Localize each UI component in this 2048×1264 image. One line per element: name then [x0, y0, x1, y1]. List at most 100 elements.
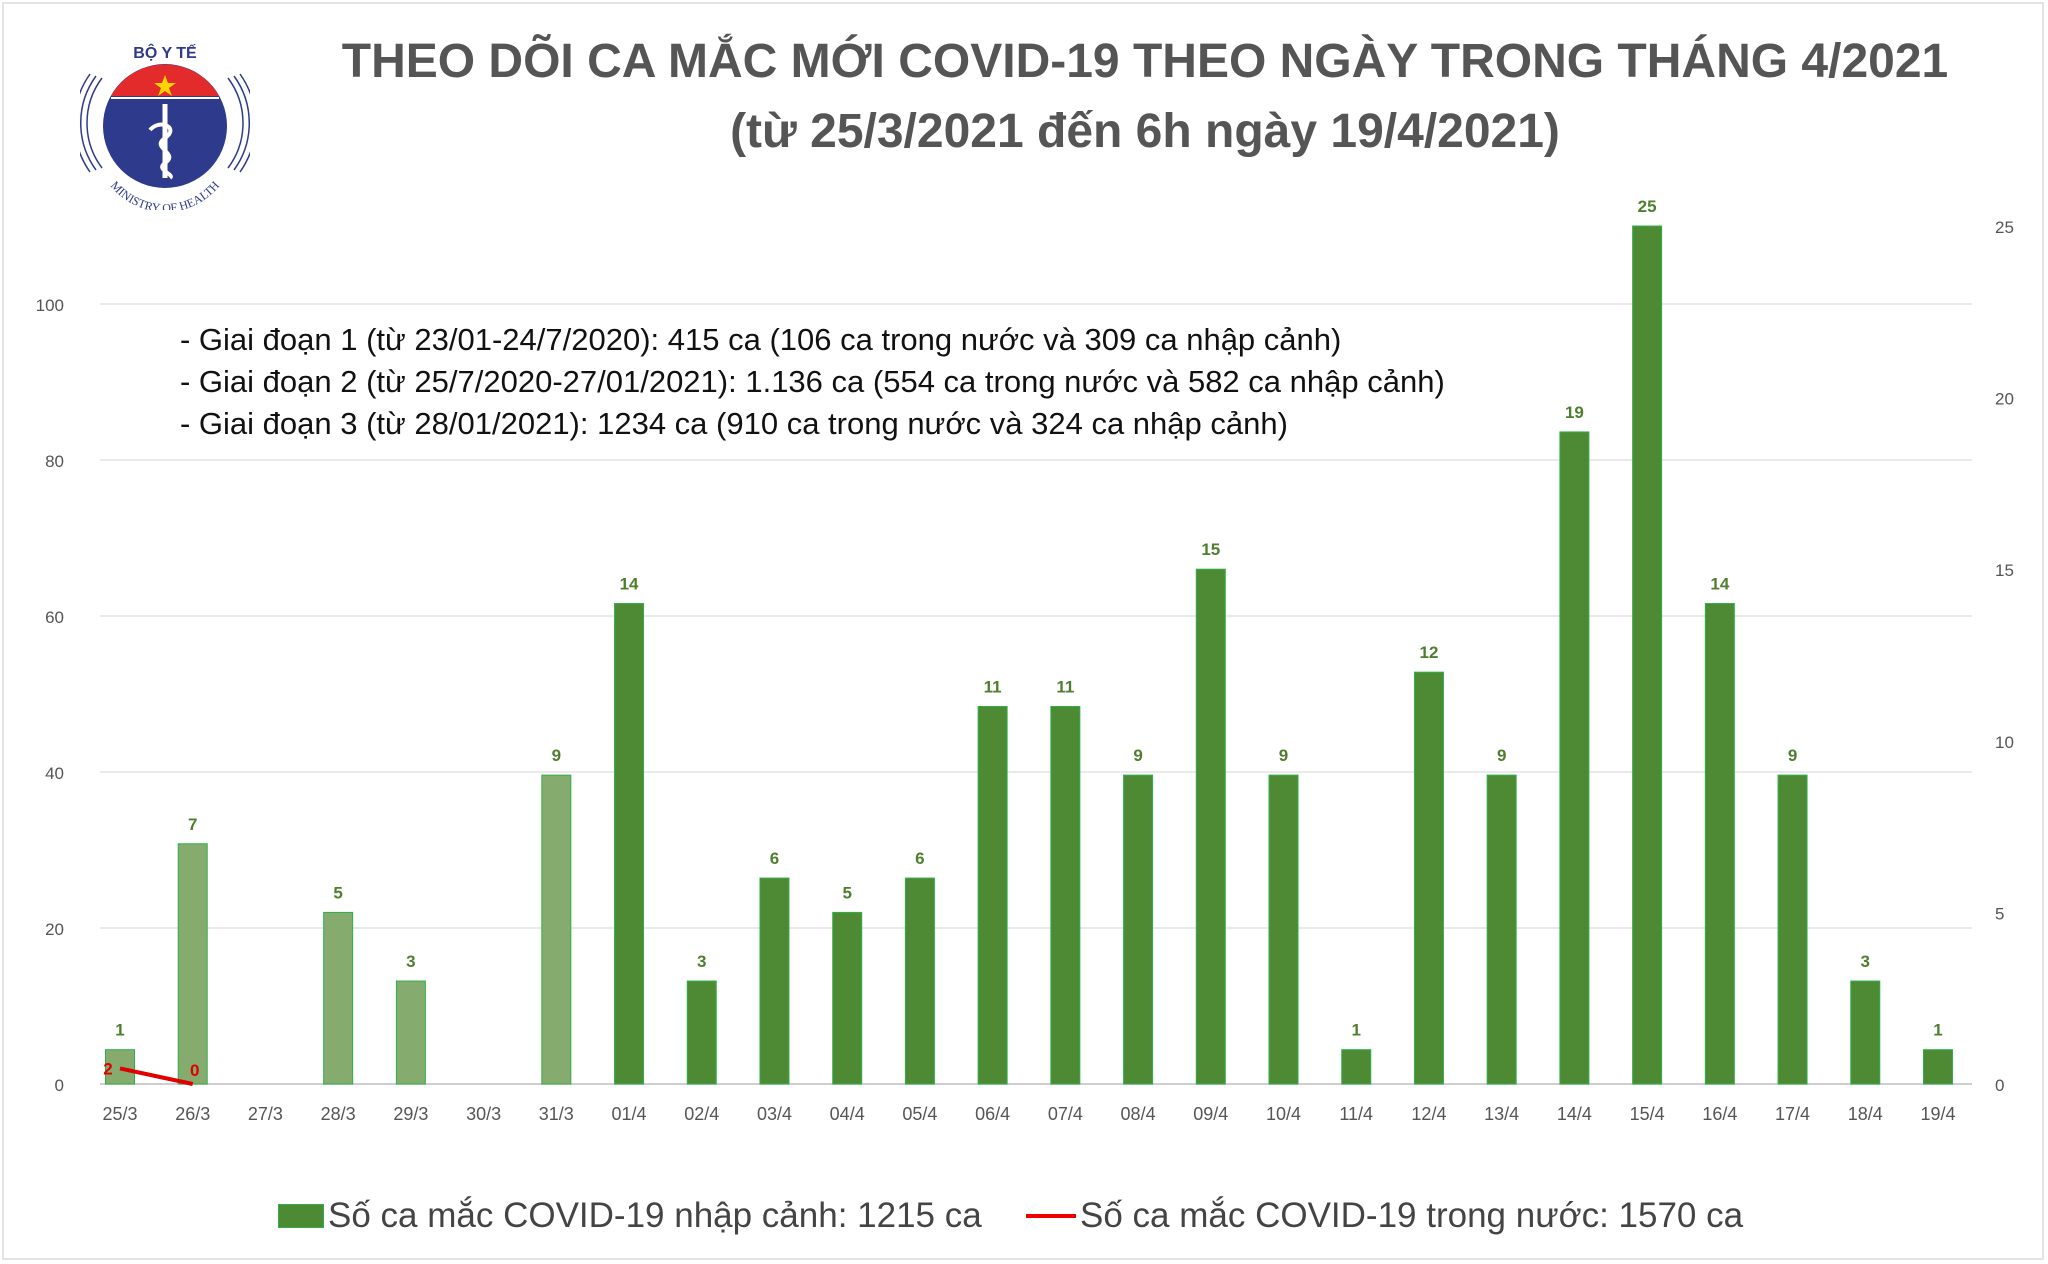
bar	[541, 774, 572, 1085]
left-axis-tick-label: 60	[45, 608, 64, 627]
right-axis-tick-label: 15	[1995, 561, 2014, 580]
line-data-label: 2	[103, 1059, 112, 1078]
x-axis-tick-label: 15/4	[1630, 1104, 1665, 1124]
x-axis-tick-label: 06/4	[975, 1104, 1010, 1124]
bar	[1559, 431, 1590, 1085]
bar-data-label: 12	[1419, 643, 1438, 662]
x-axis-tick-label: 17/4	[1775, 1104, 1810, 1124]
x-axis-tick-label: 26/3	[175, 1104, 210, 1124]
bar-data-label: 1	[1352, 1021, 1361, 1040]
bar-data-label: 9	[1133, 746, 1142, 765]
bar-data-label: 11	[984, 677, 1002, 696]
right-axis-tick-label: 10	[1995, 733, 2014, 752]
left-axis-tick-label: 80	[45, 452, 64, 471]
bar	[1268, 774, 1299, 1085]
bar-data-label: 9	[552, 746, 561, 765]
chart-subtitle: (từ 25/3/2021 đến 6h ngày 19/4/2021)	[730, 105, 1560, 158]
legend-bar-swatch	[278, 1204, 324, 1228]
line-data-label: 0	[190, 1061, 199, 1080]
bar-data-label: 3	[406, 952, 415, 971]
domestic-line	[119, 1066, 194, 1086]
x-axis-tick-label: 09/4	[1193, 1104, 1228, 1124]
bar-data-label: 6	[770, 849, 779, 868]
legend-domestic-label: Số ca mắc COVID-19 trong nước: 1570 ca	[1080, 1196, 1744, 1235]
legend-imported: Số ca mắc COVID-19 nhập cảnh: 1215 ca	[278, 1196, 982, 1236]
bar	[1704, 603, 1735, 1085]
bar	[105, 1049, 135, 1085]
bar	[1195, 568, 1226, 1085]
bar-data-label: 5	[842, 883, 851, 902]
bar	[1777, 774, 1808, 1085]
svg-text:BỘ Y TẾ: BỘ Y TẾ	[133, 43, 197, 62]
x-axis-tick-label: 14/4	[1557, 1104, 1592, 1124]
bar-data-label: 9	[1279, 746, 1288, 765]
x-axis-tick-label: 12/4	[1411, 1104, 1446, 1124]
x-axis-tick-label: 08/4	[1121, 1104, 1156, 1124]
bar-data-label: 14	[620, 575, 639, 594]
bar	[1123, 774, 1154, 1085]
x-axis-tick-label: 10/4	[1266, 1104, 1301, 1124]
bar	[1923, 1049, 1953, 1085]
right-axis-tick-label: 5	[1995, 904, 2004, 923]
bar-data-label: 19	[1565, 403, 1584, 422]
legend-domestic: Số ca mắc COVID-19 trong nước: 1570 ca	[1026, 1196, 1743, 1236]
bar	[323, 911, 354, 1085]
bar	[759, 877, 790, 1085]
x-axis-tick-label: 18/4	[1848, 1104, 1883, 1124]
right-axis-tick-label: 25	[1995, 218, 2014, 237]
x-axis-tick-label: 31/3	[539, 1104, 574, 1124]
x-axis-tick-label: 28/3	[321, 1104, 356, 1124]
right-axis-tick-label: 20	[1995, 390, 2014, 409]
bar	[1413, 671, 1444, 1085]
x-axis-tick-label: 04/4	[830, 1104, 865, 1124]
x-axis-tick-label: 01/4	[612, 1104, 647, 1124]
bar	[614, 603, 645, 1085]
x-axis-tick-label: 16/4	[1702, 1104, 1737, 1124]
x-axis-tick-label: 25/3	[102, 1104, 137, 1124]
bar	[395, 980, 426, 1085]
bar-data-label: 1	[1933, 1021, 1942, 1040]
bar-data-label: 11	[1056, 677, 1074, 696]
bar-data-label: 6	[915, 849, 924, 868]
bar	[1050, 705, 1081, 1085]
x-axis-tick-label: 07/4	[1048, 1104, 1083, 1124]
left-axis-tick-label: 0	[55, 1076, 64, 1095]
x-axis-tick-label: 05/4	[902, 1104, 937, 1124]
x-axis-tick-label: 29/3	[393, 1104, 428, 1124]
x-axis-tick-label: 19/4	[1920, 1104, 1955, 1124]
left-axis-tick-label: 100	[36, 296, 64, 315]
bar-data-label: 15	[1201, 540, 1220, 559]
bar-data-label: 5	[333, 883, 342, 902]
x-axis-tick-label: 02/4	[684, 1104, 719, 1124]
bar-data-label: 25	[1638, 197, 1657, 216]
bar-data-label: 1	[115, 1021, 124, 1040]
left-axis-tick-label: 20	[45, 920, 64, 939]
note-phase-2: - Giai đoạn 2 (từ 25/7/2020-27/01/2021):…	[180, 364, 1445, 399]
bar-data-label: 9	[1497, 746, 1506, 765]
x-axis-tick-label: 30/3	[466, 1104, 501, 1124]
right-axis-tick-label: 0	[1995, 1076, 2004, 1095]
bar	[904, 877, 935, 1085]
left-axis-tick-label: 40	[45, 764, 64, 783]
bar-data-label: 7	[188, 815, 197, 834]
x-axis-tick-label: 13/4	[1484, 1104, 1519, 1124]
bar	[1632, 225, 1663, 1085]
legend-line-swatch	[1026, 1214, 1076, 1218]
chart-title: THEO DÕI CA MẮC MỚI COVID-19 THEO NGÀY T…	[341, 35, 1949, 88]
bar	[977, 705, 1008, 1085]
bar-data-label: 9	[1788, 746, 1797, 765]
bar	[1850, 980, 1881, 1085]
ministry-of-health-logo: BỘ Y TẾ MINISTRY OF HEALTH	[80, 43, 250, 210]
bar	[832, 911, 863, 1085]
bar-data-label: 14	[1710, 575, 1729, 594]
legend-imported-label: Số ca mắc COVID-19 nhập cảnh: 1215 ca	[328, 1196, 982, 1235]
bar	[1486, 774, 1517, 1085]
bar	[686, 980, 717, 1085]
bar-data-label: 3	[697, 952, 706, 971]
note-phase-3: - Giai đoạn 3 (từ 28/01/2021): 1234 ca (…	[180, 406, 1288, 441]
bar	[177, 843, 208, 1085]
x-axis-tick-label: 11/4	[1339, 1104, 1373, 1124]
note-phase-1: - Giai đoạn 1 (từ 23/01-24/7/2020): 415 …	[180, 322, 1342, 357]
